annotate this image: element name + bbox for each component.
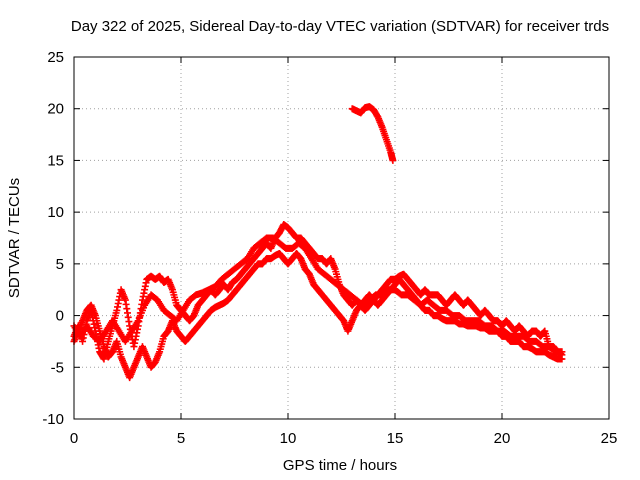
data-points (70, 103, 566, 382)
y-tick-label: -10 (42, 411, 64, 428)
x-tick-label: 20 (494, 430, 511, 447)
data-point-marker (558, 348, 566, 356)
y-tick-labels: -10 -5 0 5 10 15 20 25 (42, 49, 64, 428)
y-tick-label: 20 (47, 101, 64, 118)
y-tick-label: 0 (56, 308, 64, 325)
plot-frame (73, 56, 610, 420)
x-tick-label: 10 (280, 430, 297, 447)
y-tick-label: 15 (47, 152, 64, 169)
y-axis-label: SDTVAR / TECUs (6, 178, 23, 298)
x-tick-labels: 0 5 10 15 20 25 (70, 430, 618, 447)
y-tick-label: 25 (47, 49, 64, 66)
x-tick-label: 15 (387, 430, 404, 447)
chart-title: Day 322 of 2025, Sidereal Day-to-day VTE… (71, 18, 609, 35)
y-tick-label: -5 (51, 359, 64, 376)
y-tick-label: 5 (56, 256, 64, 273)
y-tick-label: 10 (47, 204, 64, 221)
grid-lines (74, 57, 609, 419)
data-series-3 (70, 234, 566, 356)
data-point-marker (389, 156, 397, 164)
x-tick-label: 25 (601, 430, 618, 447)
x-axis-label: GPS time / hours (283, 457, 397, 474)
data-point-marker (558, 355, 566, 363)
data-series-2 (70, 250, 566, 382)
x-tick-label: 0 (70, 430, 78, 447)
x-tick-label: 5 (177, 430, 185, 447)
data-series-4 (348, 103, 397, 164)
axis-ticks (73, 56, 610, 420)
